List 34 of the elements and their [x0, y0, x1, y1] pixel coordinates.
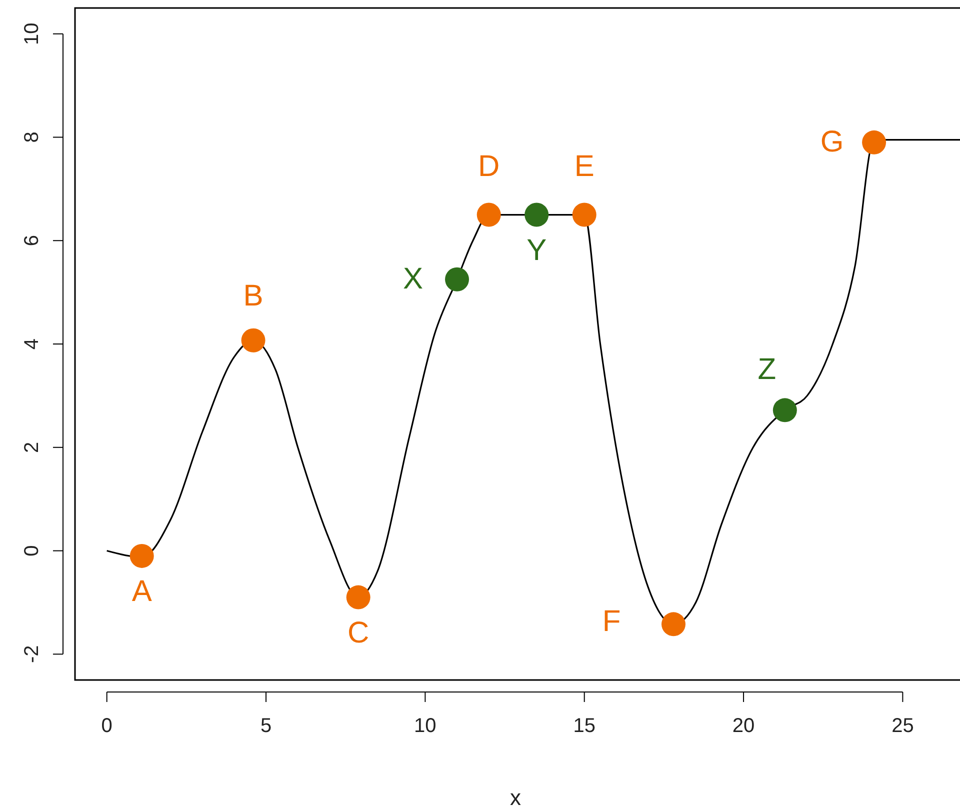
x-axis-title: x [510, 785, 521, 810]
point [661, 612, 686, 636]
annotation: B [243, 279, 264, 312]
point [524, 202, 549, 227]
y-tick-label: 10 [21, 22, 43, 45]
point [476, 202, 501, 227]
y-tick-label: 0 [21, 545, 43, 556]
y-tick-label: 6 [21, 235, 43, 246]
point [130, 544, 154, 568]
annotation: F [602, 605, 621, 638]
x-tick-label: 0 [101, 715, 112, 737]
y-tick-label: 8 [21, 132, 43, 143]
point [772, 398, 797, 422]
point [572, 202, 596, 227]
point [445, 267, 470, 292]
point [346, 585, 370, 610]
annotation: Z [758, 353, 776, 386]
x-tick-label: 20 [732, 715, 755, 737]
y-tick-label: 2 [21, 442, 43, 453]
x-tick-label: 5 [260, 715, 272, 737]
x-tick-label: 10 [414, 715, 436, 737]
point [241, 328, 266, 352]
x-tick-label: 25 [892, 715, 914, 737]
annotation: E [574, 150, 594, 183]
annotation: C [347, 616, 370, 650]
y-tick-label: -2 [21, 645, 43, 664]
y-tick-label: 4 [21, 338, 43, 350]
annotation: G [820, 125, 844, 158]
annotation: X [403, 262, 424, 296]
x-tick-label: 15 [573, 715, 596, 737]
annotation: Y [526, 234, 547, 267]
annotation: D [478, 150, 500, 183]
point [862, 130, 886, 154]
annotation: A [132, 574, 152, 608]
